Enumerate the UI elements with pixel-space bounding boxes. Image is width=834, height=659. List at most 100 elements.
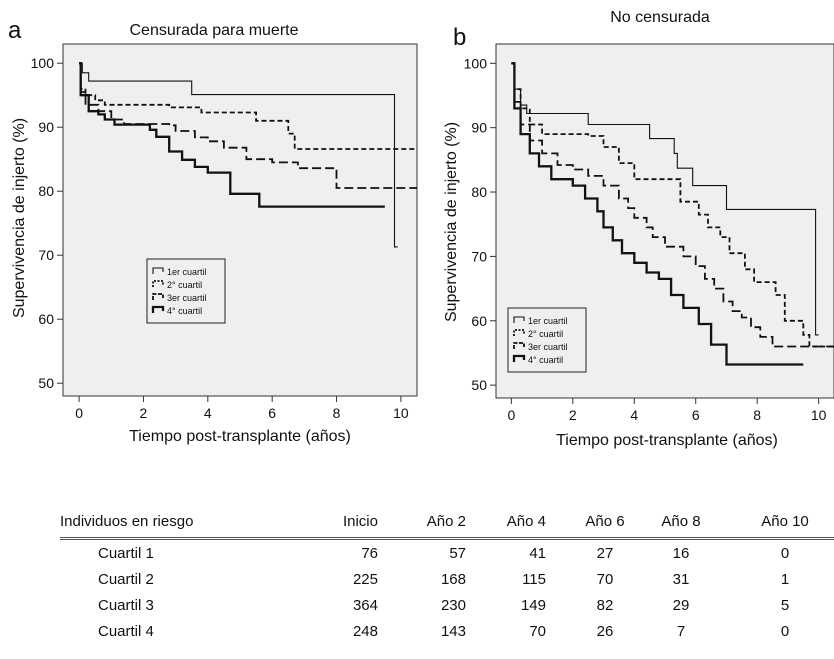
panel-b-xlabel: Tiempo post-transplante (años) <box>556 432 778 449</box>
table-cell: 76 <box>361 544 378 562</box>
series-line <box>79 62 385 208</box>
risk-table-header: Individuos en riesgo Inicio Año 2 Año 4 … <box>60 505 834 540</box>
row-label: Cuartil 2 <box>98 570 154 588</box>
table-cell: 115 <box>522 570 546 588</box>
panel-a-title: Censurada para muerte <box>130 22 299 39</box>
y-tick-label: 50 <box>471 377 487 393</box>
table-cell: 31 <box>672 570 690 588</box>
x-tick-label: 6 <box>692 407 700 423</box>
x-tick-label: 4 <box>630 407 638 423</box>
table-cell: 364 <box>352 596 378 614</box>
panel-b-series-group <box>511 62 834 366</box>
table-cell: 225 <box>352 570 378 588</box>
x-tick-label: 4 <box>204 405 212 421</box>
table-cell: 27 <box>596 544 614 562</box>
table-cell: 7 <box>676 622 686 640</box>
table-cell: 143 <box>440 622 466 640</box>
legend-swatch <box>152 293 164 300</box>
table-row: Cuartil 1 76 57 41 27 16 0 <box>60 540 834 566</box>
y-tick-label: 60 <box>38 311 54 327</box>
table-cell: 168 <box>440 570 466 588</box>
header-year-6: Año 6 <box>585 512 625 530</box>
row-label: Cuartil 3 <box>98 596 154 614</box>
x-tick-label: 2 <box>140 405 148 421</box>
legend-label: 3er cuartil <box>167 293 207 303</box>
table-cell: 16 <box>672 544 690 562</box>
table-cell: 70 <box>529 622 546 640</box>
panel-a-letter: a <box>8 17 22 44</box>
panel-a-plot-area <box>62 43 418 397</box>
legend-label: 1er cuartil <box>528 316 568 326</box>
x-tick-label: 10 <box>811 407 827 423</box>
risk-table: Individuos en riesgo Inicio Año 2 Año 4 … <box>60 505 834 644</box>
x-tick-label: 2 <box>569 407 577 423</box>
table-cell: 1 <box>780 570 790 588</box>
legend-label: 4° cuartil <box>167 306 202 316</box>
legend-swatch <box>151 305 165 313</box>
y-tick-label: 90 <box>38 119 54 135</box>
y-tick-label: 80 <box>38 183 54 199</box>
legend-label: 2° cuartil <box>167 280 202 290</box>
header-year-8: Año 8 <box>661 512 701 530</box>
header-individuals: Individuos en riesgo <box>60 512 194 530</box>
y-tick-label: 100 <box>31 55 55 71</box>
panel-b-ylabel: Supervivencia de injerto (%) <box>443 122 460 322</box>
legend-swatch <box>152 280 164 287</box>
panel-a-series-group <box>79 62 417 248</box>
y-tick-label: 70 <box>471 248 487 264</box>
header-year-2: Año 2 <box>426 512 466 530</box>
table-cell: 5 <box>780 596 790 614</box>
panel-b-letter: b <box>453 24 466 51</box>
x-tick-label: 8 <box>753 407 761 423</box>
y-tick-label: 50 <box>38 375 54 391</box>
x-tick-label: 0 <box>507 407 515 423</box>
table-cell: 230 <box>440 596 466 614</box>
panel-a-xlabel: Tiempo post-transplante (años) <box>129 428 351 445</box>
legend-swatch <box>513 329 525 336</box>
panel-b-legend <box>507 307 587 373</box>
header-inicio: Inicio <box>342 512 378 530</box>
x-tick-label: 10 <box>393 405 409 421</box>
header-year-4: Año 4 <box>506 512 546 530</box>
series-line <box>79 62 417 189</box>
legend-label: 2° cuartil <box>528 329 563 339</box>
panel-b-title: No censurada <box>610 9 710 26</box>
series-line <box>511 62 819 336</box>
table-row: Cuartil 4 248 143 70 26 7 0 <box>60 618 834 644</box>
panel-a-ylabel: Supervivencia de injerto (%) <box>11 118 28 318</box>
y-tick-label: 100 <box>464 55 488 71</box>
table-cell: 0 <box>780 622 790 640</box>
legend-label: 1er cuartil <box>167 267 207 277</box>
y-tick-label: 80 <box>471 184 487 200</box>
y-tick-label: 70 <box>38 247 54 263</box>
y-tick-label: 90 <box>471 120 487 136</box>
table-cell: 26 <box>596 622 614 640</box>
table-cell: 0 <box>780 544 790 562</box>
legend-swatch <box>513 342 525 349</box>
table-cell: 82 <box>596 596 614 614</box>
series-line <box>79 62 398 248</box>
table-cell: 41 <box>529 544 546 562</box>
y-tick-label: 60 <box>471 313 487 329</box>
legend-swatch <box>152 267 164 274</box>
table-cell: 248 <box>352 622 378 640</box>
table-row: Cuartil 2 225 168 115 70 31 1 <box>60 566 834 592</box>
x-tick-label: 8 <box>333 405 341 421</box>
table-cell: 149 <box>520 596 546 614</box>
legend-label: 4° cuartil <box>528 355 563 365</box>
legend-swatch <box>512 354 526 362</box>
table-cell: 70 <box>596 570 614 588</box>
panel-a-legend <box>146 258 226 324</box>
series-line <box>511 62 834 348</box>
series-line <box>79 62 417 150</box>
series-line <box>511 62 804 366</box>
legend-swatch <box>513 316 525 323</box>
table-cell: 57 <box>449 544 466 562</box>
row-label: Cuartil 4 <box>98 622 154 640</box>
series-line <box>511 62 834 352</box>
table-row: Cuartil 3 364 230 149 82 29 5 <box>60 592 834 618</box>
table-cell: 29 <box>672 596 690 614</box>
survival-charts: a Censurada para muerte Supervivencia de… <box>8 9 834 449</box>
row-label: Cuartil 1 <box>98 544 154 562</box>
header-year-10: Año 10 <box>761 512 809 530</box>
